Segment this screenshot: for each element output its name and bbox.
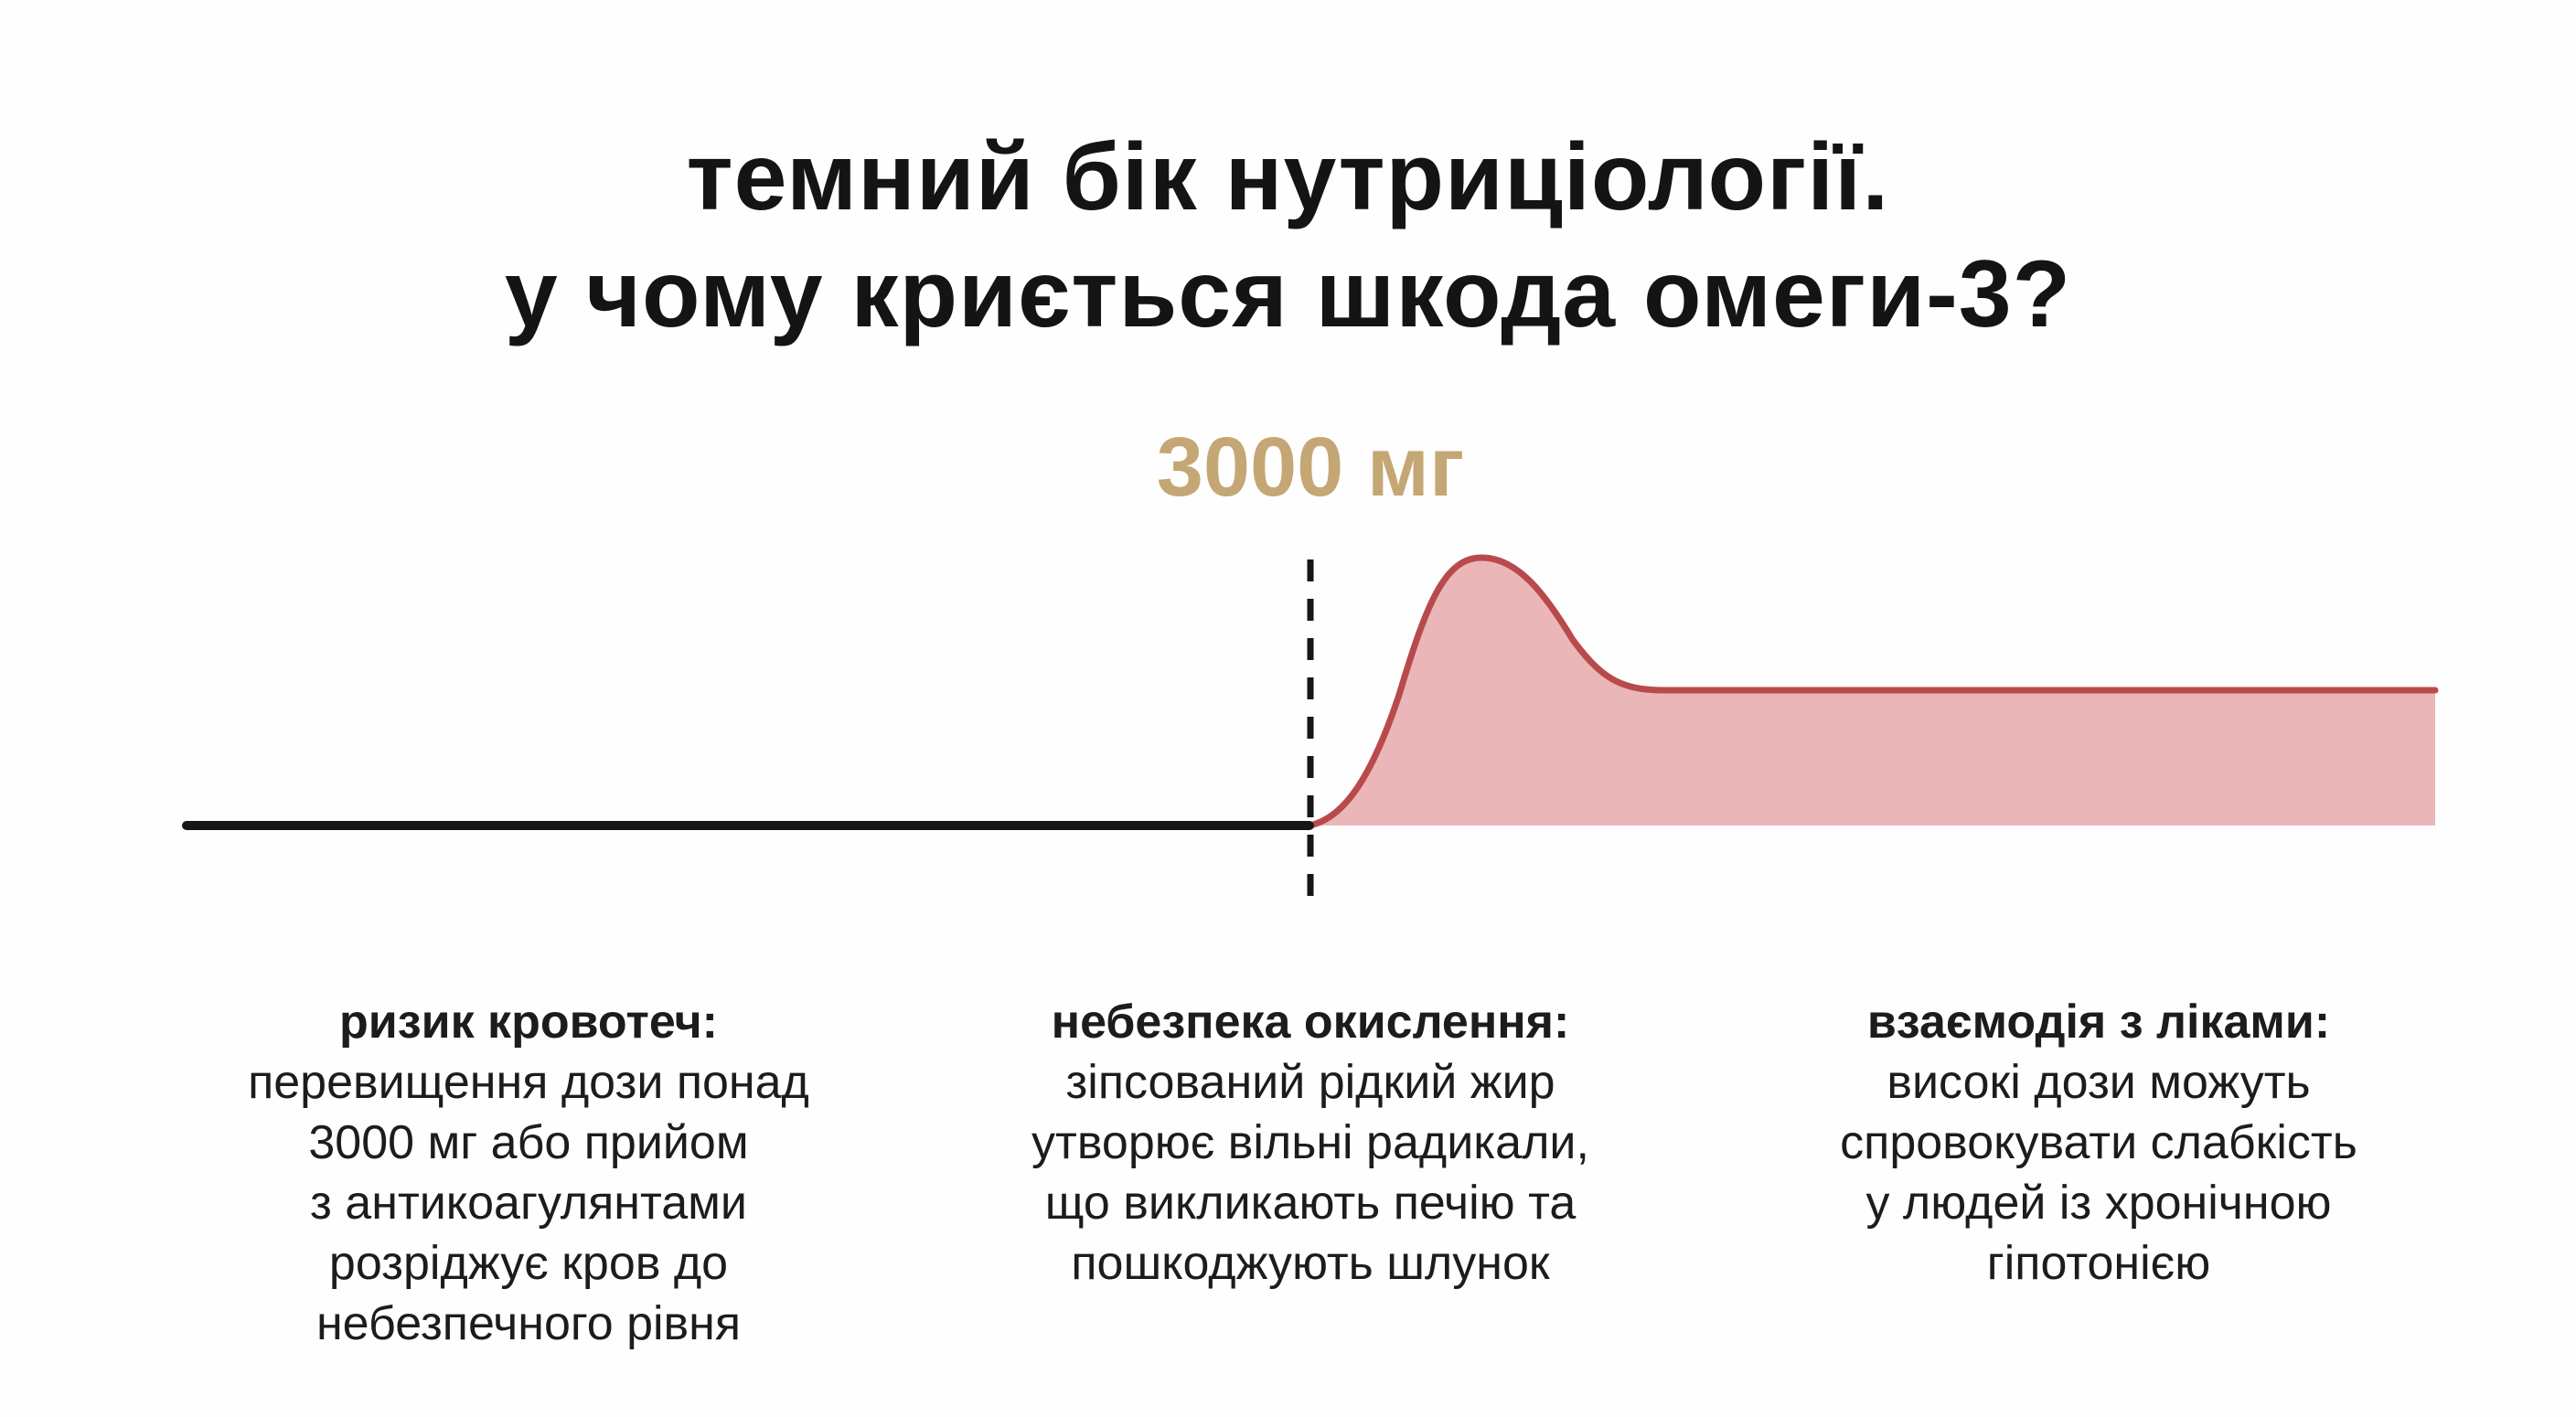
threshold-label: 3000 мг: [1156, 421, 1465, 514]
caption-body: перевищення дози понад 3000 мг або прийо…: [248, 1056, 809, 1350]
caption-title: небезпека окислення:: [1051, 996, 1570, 1049]
caption-drug-interaction: взаємодія з ліками: високі дози можуть с…: [1724, 992, 2474, 1294]
caption-oxidation-danger: небезпека окислення: зіпсований рідкий ж…: [935, 992, 1685, 1294]
caption-title: взаємодія з ліками:: [1866, 996, 2331, 1049]
title-line-2: у чому криється шкода омеги-3?: [504, 241, 2072, 347]
caption-body: високі дози можуть спровокувати слабкіст…: [1840, 1056, 2357, 1290]
caption-title: ризик кровотеч:: [339, 996, 718, 1049]
caption-bleeding-risk: ризик кровотеч: перевищення дози понад 3…: [154, 992, 903, 1354]
risk-curve: [1306, 554, 2439, 829]
caption-body: зіпсований рідкий жир утворює вільні рад…: [1031, 1056, 1589, 1290]
title-line-1: темний бік нутриціології.: [686, 124, 1890, 230]
